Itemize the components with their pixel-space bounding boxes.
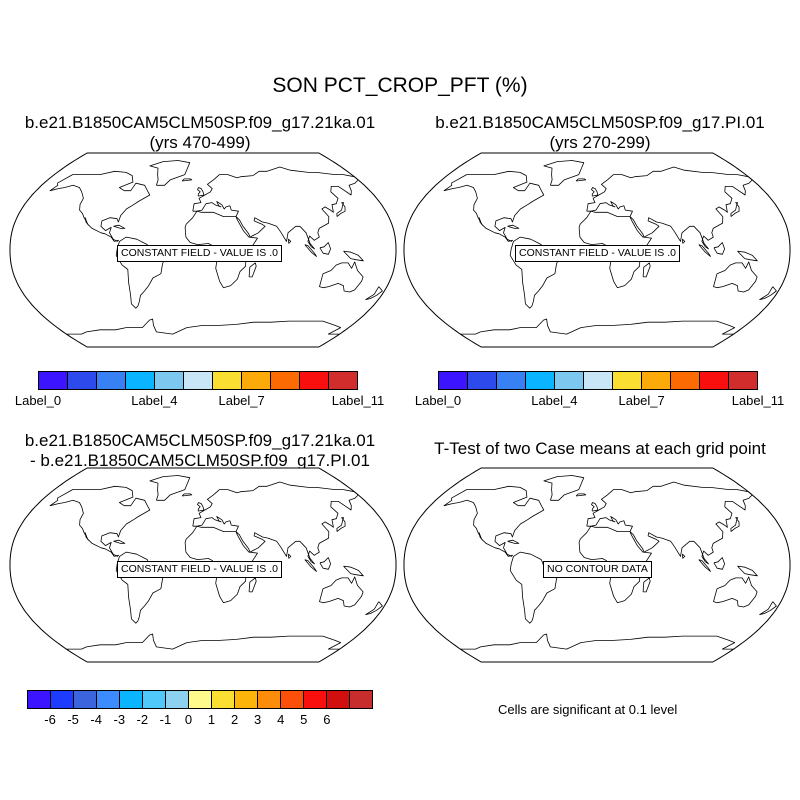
colorbar-case2-cell <box>468 372 497 389</box>
colorbar-case2-cell <box>729 372 757 389</box>
colorbar-case1-cell <box>155 372 184 389</box>
panel-2-title-line2: (yrs 270-299) <box>549 133 651 152</box>
colorbar-case1-cell <box>68 372 97 389</box>
colorbar-case2-cell <box>613 372 642 389</box>
colorbar-difference-cell <box>51 691 74 708</box>
colorbar-difference-tick-label: 4 <box>277 712 285 727</box>
panel-1-title-line2: (yrs 470-499) <box>149 133 251 152</box>
panel-1-constant-field-label: CONSTANT FIELD - VALUE IS .0 <box>117 245 282 262</box>
colorbar-difference-cell <box>350 691 372 708</box>
colorbar-case2-cell <box>671 372 700 389</box>
colorbar-case2-tick-label: Label_11 <box>731 393 785 408</box>
panel-2-title: b.e21.B1850CAM5CLM50SP.f09_g17.PI.01 (yr… <box>400 113 800 153</box>
colorbar-difference-tick-label: 0 <box>184 712 193 727</box>
colorbar-difference-tick-label: 6 <box>323 712 331 727</box>
colorbar-difference-cell <box>212 691 235 708</box>
colorbar-difference-tick-label: 2 <box>230 712 239 727</box>
colorbar-difference-cell <box>281 691 304 708</box>
colorbar-case1-tick-label: Label_11 <box>331 393 385 408</box>
colorbar-case2-cell <box>439 372 468 389</box>
colorbar-case1-cell <box>39 372 68 389</box>
panel-4-title: T-Test of two Case means at each grid po… <box>400 439 800 459</box>
colorbar-case2-tick-label: Label_7 <box>618 393 665 408</box>
colorbar-difference-cell <box>235 691 258 708</box>
coastline <box>443 160 777 335</box>
colorbar-difference-tick-label: -4 <box>90 712 102 727</box>
panel-1-title: b.e21.B1850CAM5CLM50SP.f09_g17.21ka.01 (… <box>0 113 400 153</box>
colorbar-case1-cell <box>329 372 357 389</box>
colorbar-case1 <box>38 371 358 390</box>
colorbar-difference-cell <box>166 691 189 708</box>
colorbar-difference <box>27 690 373 709</box>
colorbar-difference-cell <box>304 691 327 708</box>
colorbar-case1-cell <box>126 372 155 389</box>
colorbar-case2-cell <box>700 372 729 389</box>
colorbar-case1-cell <box>97 372 126 389</box>
colorbar-case2 <box>438 371 758 390</box>
coastline <box>49 160 383 335</box>
colorbar-case1-cell <box>271 372 300 389</box>
significance-note: Cells are significant at 0.1 level <box>498 702 678 717</box>
colorbar-difference-tick-label: 1 <box>207 712 216 727</box>
colorbar-difference-tick-label: 5 <box>300 712 308 727</box>
colorbar-difference-cell <box>28 691 51 708</box>
panel-2-constant-field-label: CONSTANT FIELD - VALUE IS .0 <box>515 245 680 262</box>
colorbar-difference-cell <box>258 691 281 708</box>
panel-3-title: b.e21.B1850CAM5CLM50SP.f09_g17.21ka.01 -… <box>0 431 400 471</box>
colorbar-difference-cell <box>327 691 350 708</box>
colorbar-difference-cell <box>74 691 97 708</box>
colorbar-case1-cell <box>213 372 242 389</box>
panel-3-title-line1: b.e21.B1850CAM5CLM50SP.f09_g17.21ka.01 <box>24 431 376 450</box>
colorbar-difference-cell <box>97 691 120 708</box>
figure-title: SON PCT_CROP_PFT (%) <box>272 74 528 97</box>
panel-3-title-line2: - b.e21.B1850CAM5CLM50SP.f09_g17.PI.01 <box>30 451 370 470</box>
colorbar-case2-cell <box>526 372 555 389</box>
panel-3-constant-field-label: CONSTANT FIELD - VALUE IS .0 <box>117 561 282 578</box>
panel-4-no-contour-label: NO CONTOUR DATA <box>543 561 652 578</box>
colorbar-case1-cell <box>300 372 329 389</box>
colorbar-case2-cell <box>584 372 613 389</box>
colorbar-difference-tick-label: -3 <box>113 712 126 727</box>
colorbar-difference-tick-label: -5 <box>67 712 79 727</box>
colorbar-difference-cell <box>143 691 166 708</box>
colorbar-difference-tick-label: 3 <box>254 712 262 727</box>
coastline <box>443 475 777 650</box>
colorbar-case2-tick-label: Label_0 <box>414 393 462 408</box>
colorbar-case1-cell <box>242 372 271 389</box>
colorbar-difference-tick-label: -2 <box>136 712 149 727</box>
colorbar-case1-cell <box>184 372 213 389</box>
colorbar-case2-cell <box>555 372 584 389</box>
colorbar-case1-tick-label: Label_0 <box>14 393 62 408</box>
coastline <box>49 475 383 650</box>
colorbar-case1-tick-label: Label_4 <box>131 393 178 408</box>
colorbar-difference-cell <box>189 691 212 708</box>
panel-2-title-line1: b.e21.B1850CAM5CLM50SP.f09_g17.PI.01 <box>435 113 765 132</box>
colorbar-case2-cell <box>497 372 526 389</box>
panel-4-title-line1: T-Test of two Case means at each grid po… <box>434 439 766 458</box>
colorbar-difference-tick-label: -6 <box>44 712 56 727</box>
colorbar-difference-cell <box>120 691 143 708</box>
colorbar-case2-cell <box>642 372 671 389</box>
colorbar-difference-tick-label: -1 <box>159 712 172 727</box>
colorbar-case2-tick-label: Label_4 <box>531 393 578 408</box>
colorbar-case1-tick-label: Label_7 <box>218 393 265 408</box>
panel-1-title-line1: b.e21.B1850CAM5CLM50SP.f09_g17.21ka.01 <box>24 113 376 132</box>
